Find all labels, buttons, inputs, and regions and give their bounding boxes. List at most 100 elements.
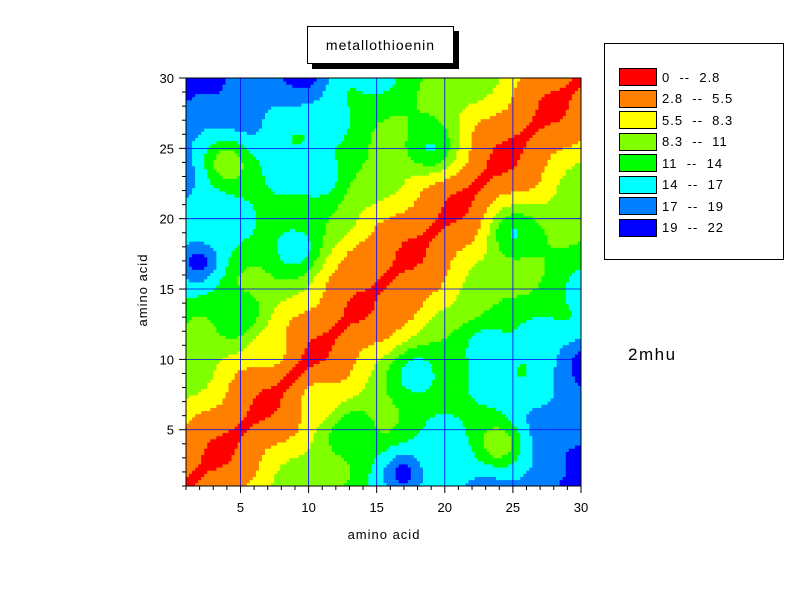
contour-cell (268, 373, 272, 377)
contour-cell (207, 294, 211, 299)
contour-cell (225, 476, 229, 481)
contour-cell (261, 313, 266, 317)
contour-cell (210, 285, 214, 289)
contour-cell (246, 269, 251, 273)
contour-cell (237, 275, 242, 280)
contour-cell (228, 332, 232, 336)
contour-cell (240, 172, 245, 176)
contour-cell (219, 303, 223, 308)
contour-cell (225, 84, 229, 88)
contour-cell (210, 225, 214, 230)
contour-cell (243, 203, 248, 208)
contour-cell (231, 351, 236, 355)
contour-cell (204, 78, 208, 82)
contour-cell (268, 404, 272, 408)
contour-cell (286, 212, 290, 217)
contour-cell (213, 344, 217, 349)
contour-cell (246, 93, 251, 98)
contour-cell (255, 376, 260, 380)
contour-cell (219, 457, 223, 462)
contour-cell (283, 401, 287, 405)
contour-cell (277, 121, 281, 126)
contour-cell (234, 247, 239, 252)
contour-cell (289, 300, 293, 305)
contour-cell (201, 420, 205, 424)
contour-cell (298, 445, 302, 449)
contour-cell (274, 197, 278, 201)
contour-cell (201, 266, 205, 270)
contour-cell (271, 125, 275, 129)
contour-cell (252, 238, 257, 242)
contour-cell (261, 87, 266, 91)
contour-cell (258, 313, 263, 317)
contour-cell (222, 310, 226, 314)
contour-cell (192, 275, 196, 280)
contour-cell (207, 435, 211, 440)
contour-cell (286, 294, 290, 299)
contour-cell (261, 134, 266, 139)
contour-cell (222, 470, 226, 474)
contour-cell (258, 291, 263, 295)
contour-cell (246, 112, 251, 117)
contour-cell (186, 413, 190, 418)
contour-cell (298, 394, 302, 399)
contour-cell (231, 420, 236, 424)
contour-cell (298, 244, 302, 248)
contour-cell (295, 125, 299, 129)
contour-cell (261, 448, 266, 452)
contour-cell (195, 84, 199, 88)
contour-cell (243, 228, 248, 233)
contour-cell (249, 445, 254, 449)
contour-cell (201, 109, 205, 113)
contour-cell (198, 200, 202, 204)
contour-cell (198, 360, 202, 364)
contour-cell (298, 297, 302, 302)
contour-cell (210, 398, 214, 402)
contour-cell (228, 231, 232, 236)
contour-cell (225, 416, 229, 421)
contour-cell (237, 401, 242, 405)
contour-cell (289, 413, 293, 418)
contour-cell (261, 78, 266, 82)
contour-cell (261, 291, 266, 295)
contour-cell (213, 272, 217, 277)
contour-cell (198, 451, 202, 456)
contour-cell (207, 159, 211, 164)
contour-cell (186, 203, 190, 208)
contour-cell (258, 451, 263, 456)
contour-cell (198, 344, 202, 349)
contour-cell (234, 366, 239, 371)
contour-cell (289, 172, 293, 176)
contour-cell (231, 457, 236, 462)
contour-cell (225, 420, 229, 424)
contour-cell (240, 401, 245, 405)
contour-cell (189, 363, 193, 368)
contour-cell (234, 335, 239, 339)
contour-cell (243, 366, 248, 371)
contour-cell (228, 106, 232, 110)
contour-cell (265, 228, 269, 233)
contour-cell (198, 238, 202, 242)
contour-cell (219, 332, 223, 336)
contour-cell (210, 84, 214, 88)
contour-cell (271, 404, 275, 408)
contour-cell (207, 84, 211, 88)
contour-cell (246, 407, 251, 412)
contour-cell (283, 269, 287, 273)
contour-cell (265, 360, 269, 364)
contour-cell (201, 470, 205, 474)
contour-cell (210, 423, 214, 427)
contour-cell (195, 413, 199, 418)
contour-cell (204, 134, 208, 139)
contour-cell (252, 398, 257, 402)
contour-cell (246, 225, 251, 230)
contour-cell (216, 322, 220, 327)
contour-cell (213, 347, 217, 352)
contour-cell (280, 307, 284, 311)
contour-cell (186, 260, 190, 264)
contour-cell (289, 81, 293, 85)
contour-cell (301, 307, 305, 311)
contour-cell (252, 250, 257, 255)
contour-cell (295, 388, 299, 393)
contour-cell (280, 165, 284, 170)
